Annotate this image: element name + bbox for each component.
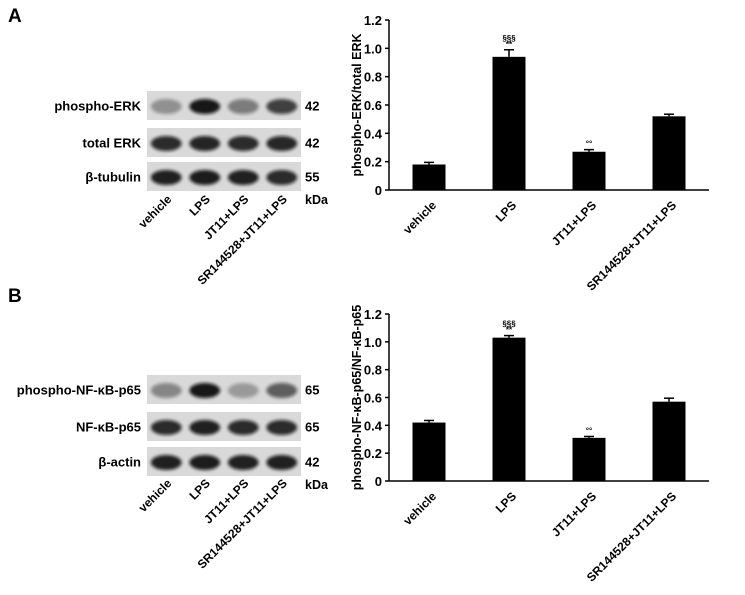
blot-band xyxy=(227,98,259,115)
kda-marker: 55 xyxy=(305,170,319,185)
kda-marker: 65 xyxy=(305,383,319,398)
blot-band xyxy=(266,419,298,436)
y-tick-label: 0.2 xyxy=(364,446,382,461)
blot-band xyxy=(189,135,221,152)
significance-marker: §§§ xyxy=(502,320,516,329)
y-tick-label: 0.8 xyxy=(364,363,382,378)
y-tick-label: 1.2 xyxy=(364,13,382,28)
blot-band xyxy=(266,382,298,399)
blot-band xyxy=(150,382,182,399)
western-blot-panel-a: phospho-ERK 42 total ERK 42 β-tubulin 55 kDa ve… xyxy=(54,91,329,288)
bar xyxy=(412,164,446,190)
blot-label: phospho-NF-κB-p65 xyxy=(17,383,141,398)
x-tick-label: JT11+LPS xyxy=(549,489,599,539)
lane-label: LPS xyxy=(186,476,212,502)
blot-label: phospho-ERK xyxy=(54,99,141,114)
bar xyxy=(572,437,606,481)
x-tick-label: SR144528+JT11+LPS xyxy=(584,489,679,584)
blot-band xyxy=(150,169,182,186)
blot-band xyxy=(227,454,259,471)
kda-marker: 42 xyxy=(305,455,319,470)
x-tick-label: LPS xyxy=(493,489,519,515)
x-tick-label: vehicle xyxy=(400,198,439,237)
blot-band xyxy=(227,419,259,436)
y-tick-label: 1.0 xyxy=(364,335,382,350)
y-tick-label: 0.4 xyxy=(364,418,383,433)
x-tick-label: LPS xyxy=(493,198,519,224)
y-tick-label: 0 xyxy=(375,183,382,198)
bar xyxy=(652,401,686,481)
significance-marker: ** xyxy=(506,326,513,335)
bar-chart-nfkb: 0 0.2 0.4 0.6 0.8 1.0 1.2phospho-NF-κB-p65/NF-… xyxy=(350,305,709,585)
blot-band xyxy=(189,169,221,186)
blot-band xyxy=(150,419,182,436)
x-tick-label: JT11+LPS xyxy=(549,198,599,248)
bar xyxy=(652,116,686,190)
y-tick-label: 0.4 xyxy=(364,126,383,141)
y-tick-label: 1.0 xyxy=(364,41,382,56)
blot-label: β-actin xyxy=(98,455,141,470)
y-tick-label: 0.6 xyxy=(364,98,382,113)
lane-label: LPS xyxy=(186,192,212,218)
kda-marker: 42 xyxy=(305,99,319,114)
western-blot-panel-b: phospho-NF-κB-p65 65 NF-κB-p65 65 β-actin 42 k… xyxy=(17,375,329,572)
blot-band xyxy=(189,419,221,436)
significance-marker: ** xyxy=(506,40,513,49)
blot-band xyxy=(266,454,298,471)
blot-band xyxy=(227,169,259,186)
significance-marker: §§§ xyxy=(502,34,516,43)
x-tick-label: SR144528+JT11+LPS xyxy=(584,198,679,293)
y-tick-label: 0.2 xyxy=(364,155,382,170)
significance-marker: °° xyxy=(586,140,592,149)
blot-band xyxy=(150,135,182,152)
blot-band xyxy=(266,98,298,115)
panel-letter-a: A xyxy=(8,6,22,27)
lane-label: vehicle xyxy=(136,192,175,231)
blot-label: total ERK xyxy=(83,136,142,151)
bar xyxy=(412,422,446,481)
blot-band xyxy=(189,454,221,471)
blot-band xyxy=(227,382,259,399)
blot-band xyxy=(189,382,221,399)
blot-band xyxy=(189,98,221,115)
kda-marker: 42 xyxy=(305,136,319,151)
bar xyxy=(492,337,526,481)
kda-marker: 65 xyxy=(305,420,319,435)
blot-band xyxy=(150,454,182,471)
y-tick-label: 0.6 xyxy=(364,391,382,406)
significance-marker: °° xyxy=(586,426,592,435)
y-tick-label: 0 xyxy=(375,474,382,489)
bar xyxy=(572,151,606,190)
blot-label: NF-κB-p65 xyxy=(76,420,141,435)
bar xyxy=(492,56,526,191)
y-tick-label: 1.2 xyxy=(364,307,382,322)
lane-label: vehicle xyxy=(136,476,175,515)
blot-band xyxy=(227,135,259,152)
blot-band xyxy=(150,98,182,115)
y-axis-label: phospho-NF-κB-p65/NF-κB-p65 xyxy=(350,305,364,490)
y-tick-label: 0.8 xyxy=(364,70,382,85)
x-tick-label: vehicle xyxy=(400,489,439,528)
kda-unit: kDa xyxy=(305,478,329,492)
blot-label: β-tubulin xyxy=(85,170,141,185)
blot-band xyxy=(266,135,298,152)
kda-unit: kDa xyxy=(305,193,329,207)
blot-band xyxy=(266,169,298,186)
y-axis-label: phospho-ERK/total ERK xyxy=(350,33,364,176)
panel-letter-b: B xyxy=(8,286,22,307)
